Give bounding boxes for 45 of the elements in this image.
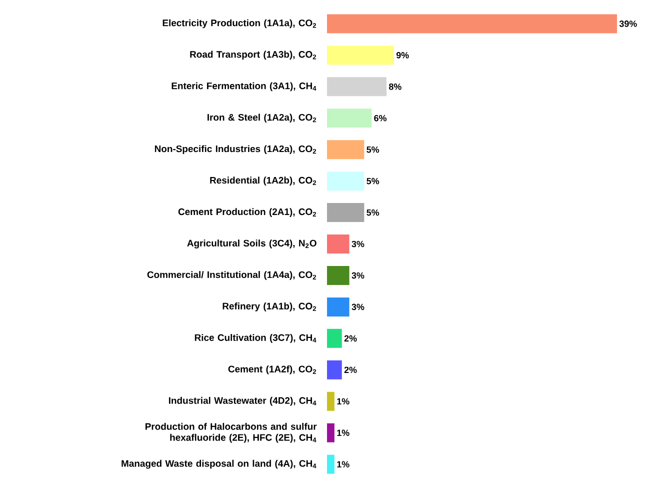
data-label: 2% — [344, 366, 357, 374]
y-tick-label: Industrial Wastewater (4D2), CH$_{4}$ — [168, 396, 316, 406]
bar — [327, 328, 342, 348]
data-label: 9% — [396, 52, 409, 58]
data-label: 6% — [374, 114, 387, 122]
data-label: 3% — [352, 304, 364, 310]
bar — [327, 203, 364, 222]
data-label: 8% — [388, 83, 402, 90]
bar — [327, 266, 350, 285]
y-tick-label: Cement Production (2A1), CO$_{2}$ — [178, 208, 316, 217]
bar — [327, 140, 364, 160]
data-label: 5% — [366, 146, 380, 153]
data-label: 1% — [337, 461, 350, 468]
bar — [327, 392, 334, 411]
data-label: 5% — [366, 209, 380, 216]
bar — [327, 234, 350, 254]
y-tick-label: Refinery (1A1b), CO$_{2}$ — [222, 302, 316, 312]
y-tick-label: Electricity Production (1A1a), CO$_{2}$ — [162, 19, 316, 28]
data-label: 1% — [337, 398, 350, 404]
bar — [327, 46, 394, 65]
bar — [327, 108, 372, 128]
y-tick-label: Production of Halocarbons and sulfur hexafluoride (2E), HFC (2E), CH$_{4}$ — [145, 422, 317, 443]
bar — [327, 14, 617, 34]
y-tick-label: Managed Waste disposal on land (4A), CH$_{4}$ — [122, 460, 316, 469]
data-label: 5% — [366, 178, 380, 184]
y-tick-label: Cement (1A2f), CO$_{2}$ — [228, 365, 316, 374]
y-tick-label: Non-Specific Industries (1A2a), CO$_{2}$ — [154, 145, 316, 154]
data-label: 3% — [352, 272, 364, 279]
y-tick-label: Rice Cultivation (3C7), CH$_{4}$ — [194, 334, 316, 343]
bar — [327, 454, 334, 474]
y-tick-label: Enteric Fermentation (3A1), CH$_{4}$ — [172, 82, 316, 92]
bar — [327, 297, 350, 316]
y-tick-label: Commercial/ Institutional (1A4a), CO$_{2}$ — [147, 271, 316, 280]
bar — [327, 423, 334, 442]
data-label: 2% — [344, 335, 357, 342]
y-tick-label: Agricultural Soils (3C4), N$_{2}$O — [187, 240, 316, 248]
data-label: 1% — [337, 430, 350, 436]
data-label: 39% — [619, 20, 637, 27]
bar — [327, 172, 364, 191]
y-tick-label: Iron & Steel (1A2a), CO$_{2}$ — [208, 114, 316, 123]
bar — [327, 360, 342, 380]
bar — [327, 77, 386, 96]
data-label: 3% — [352, 240, 364, 248]
y-tick-label: Road Transport (1A3b), CO$_{2}$ — [190, 50, 316, 60]
y-tick-label: Residential (1A2b), CO$_{2}$ — [210, 176, 316, 186]
